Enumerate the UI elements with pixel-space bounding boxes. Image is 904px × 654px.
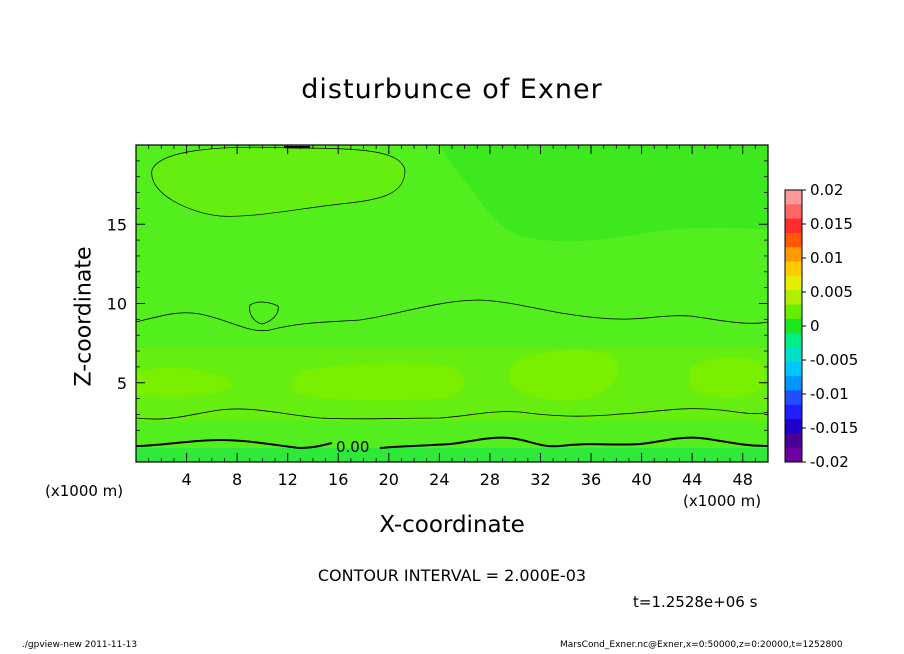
colorbar-tick-label: -0.005 <box>810 351 858 369</box>
colorbar-segment <box>785 347 802 363</box>
colorbar-segment <box>785 376 802 391</box>
y-axis: 5 10 15 <box>107 160 768 447</box>
y-axis-label: Z-coordinate <box>71 246 97 387</box>
x-axis-label: X-coordinate <box>379 512 525 538</box>
colorbar-tick-label: -0.01 <box>810 385 849 403</box>
x-tick-label: 12 <box>278 470 298 489</box>
colorbar-segment <box>785 247 802 263</box>
colorbar-segment <box>785 361 802 377</box>
field-blob-top-left <box>151 146 406 217</box>
colorbar-segment <box>785 333 802 348</box>
colorbar-tick-label: -0.015 <box>810 419 858 437</box>
contour-interval-text: CONTOUR INTERVAL = 2.000E-03 <box>317 566 587 585</box>
contour-lines <box>135 146 769 450</box>
colorbar-segment <box>785 419 802 434</box>
x-tick-label: 48 <box>733 470 753 489</box>
colorbar-segment <box>785 275 802 291</box>
colorbar-segment <box>785 190 802 205</box>
colorbar-segment <box>785 261 802 277</box>
colorbar-segment <box>785 304 802 320</box>
x-tick-label: 4 <box>181 470 191 489</box>
colorbar-segment <box>785 232 802 248</box>
x-tick-label: 44 <box>682 470 702 489</box>
time-label: t=1.2528e+06 s <box>633 593 758 611</box>
contour-line-upper <box>135 299 769 332</box>
colorbar: 0.02 0.015 0.01 0.005 0 -0.005 -0.01 -0.015 -0.0… <box>784 181 858 471</box>
y-tick-label: 10 <box>107 295 127 314</box>
contour-line-lower <box>135 408 769 420</box>
contour-line-zero <box>135 436 769 450</box>
field-blob <box>509 350 619 401</box>
x-tick-label: 20 <box>379 470 399 489</box>
field-blob <box>291 363 465 401</box>
colorbar-segment <box>785 318 802 334</box>
x-tick-label: 40 <box>631 470 651 489</box>
x-unit-label-right: (x1000 m) <box>683 492 762 510</box>
colorbar-tick-label: 0.01 <box>810 249 843 267</box>
footer-right: MarsCond_Exner.nc@Exner,x=0:50000,z=0:20… <box>560 640 843 650</box>
contour-field <box>136 145 768 462</box>
y-tick-label: 15 <box>107 215 127 234</box>
colorbar-tick-label: 0.005 <box>810 283 853 301</box>
x-axis: 4 8 12 16 20 24 28 32 36 40 44 48 <box>148 145 756 489</box>
colorbar-segment <box>785 218 802 234</box>
colorbar-segment <box>785 290 802 306</box>
chart-title: disturbunce of Exner <box>301 74 603 105</box>
x-tick-label: 36 <box>581 470 601 489</box>
x-tick-label: 28 <box>480 470 500 489</box>
x-tick-label: 32 <box>530 470 550 489</box>
colorbar-segment <box>785 390 802 406</box>
field-dark-top-right <box>440 146 768 242</box>
x-tick-label: 16 <box>328 470 348 489</box>
x-tick-label: 24 <box>429 470 449 489</box>
footer-left: ./gpview-new 2011-11-13 <box>22 640 138 650</box>
colorbar-tick-label: 0.02 <box>810 181 843 199</box>
contour-line-island <box>249 301 279 325</box>
colorbar-segment <box>785 433 802 449</box>
colorbar-segment <box>785 204 802 220</box>
contour-label-zero: 0.00 <box>336 438 369 456</box>
field-blob <box>136 367 236 398</box>
colorbar-tick-label: 0 <box>810 317 820 335</box>
colorbar-segment <box>785 404 802 420</box>
colorbar-segment <box>785 447 802 463</box>
field-blob <box>690 357 766 398</box>
colorbar-tick-label: 0.015 <box>810 215 853 233</box>
x-tick-label: 8 <box>232 470 242 489</box>
field-ground <box>136 448 768 462</box>
colorbar-tick-label: -0.02 <box>810 453 849 471</box>
x-unit-label-left: (x1000 m) <box>45 482 124 500</box>
y-tick-label: 5 <box>117 374 127 393</box>
